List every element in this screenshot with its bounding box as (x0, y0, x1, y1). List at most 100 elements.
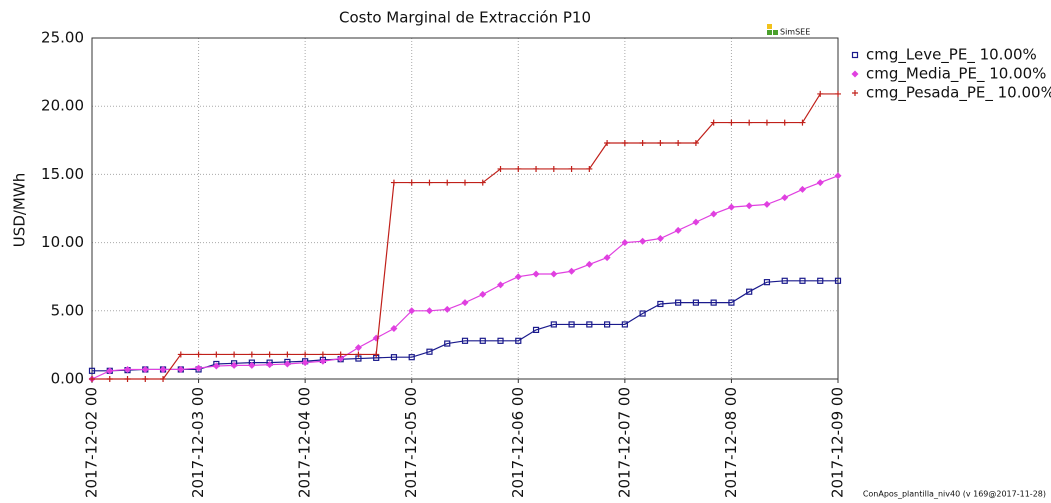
logo-icon (767, 24, 772, 29)
point (106, 376, 113, 382)
point (212, 362, 220, 370)
point (497, 337, 504, 344)
point (479, 290, 487, 298)
point (621, 239, 629, 247)
point (302, 351, 309, 358)
point (745, 202, 753, 210)
legend-swatch (852, 90, 858, 96)
point (816, 179, 824, 187)
legend-label: cmg_Media_PE_ 10.00% (866, 65, 1046, 84)
y-tick-label: 0.00 (51, 370, 84, 388)
point (461, 337, 469, 344)
x-tick-label: 2017-12-04 00 (296, 387, 314, 498)
point (266, 351, 273, 358)
point (124, 376, 131, 382)
point (497, 281, 505, 289)
point (817, 277, 824, 284)
point (675, 140, 682, 147)
point (532, 270, 540, 278)
y-tick-label: 25.00 (41, 29, 84, 47)
point (692, 299, 700, 306)
series (89, 90, 841, 382)
point (710, 299, 717, 306)
point (692, 140, 699, 147)
point (532, 326, 540, 333)
point (710, 210, 718, 218)
point (515, 165, 522, 172)
point (319, 357, 327, 365)
point (603, 254, 611, 262)
point (159, 365, 167, 373)
point (177, 351, 184, 358)
point (124, 365, 132, 373)
point (763, 200, 771, 208)
logo: SimSEE (780, 28, 810, 37)
y-tick-label: 15.00 (41, 165, 84, 183)
point (568, 321, 575, 328)
point (710, 119, 717, 126)
point (266, 361, 274, 369)
point (834, 172, 842, 180)
point (781, 194, 789, 202)
point (88, 367, 96, 374)
x-tick-label: 2017-12-05 00 (402, 387, 420, 498)
x-tick-label: 2017-12-09 00 (829, 387, 847, 498)
point (426, 179, 433, 186)
logo-icon (767, 30, 772, 35)
point (354, 344, 362, 352)
y-tick-label: 5.00 (51, 301, 84, 319)
point (515, 337, 522, 344)
point (443, 305, 451, 313)
y-axis-label: USD/MWh (11, 173, 29, 247)
y-tick-label: 20.00 (41, 97, 84, 115)
point (639, 140, 646, 147)
logo-icon (773, 30, 778, 35)
point (763, 119, 770, 126)
point (195, 351, 202, 358)
point (142, 376, 149, 382)
point (248, 351, 255, 358)
point (248, 361, 256, 369)
point (817, 90, 824, 97)
point (425, 307, 433, 315)
point (674, 226, 682, 234)
point (337, 351, 344, 358)
point (675, 299, 682, 306)
point (835, 90, 841, 97)
x-tick-label: 2017-12-06 00 (509, 387, 527, 498)
point (799, 119, 806, 126)
point (89, 376, 95, 382)
point (284, 351, 291, 358)
point (408, 307, 416, 315)
point (283, 360, 291, 368)
point (514, 273, 522, 281)
chart-title: Costo Marginal de Extracción P10 (339, 9, 591, 27)
point (728, 119, 735, 126)
x-tick-label: 2017-12-02 00 (83, 387, 101, 498)
legend-swatch (851, 70, 859, 78)
point (230, 361, 238, 369)
point (444, 340, 451, 347)
point (834, 277, 842, 284)
point (585, 260, 593, 268)
point (604, 140, 611, 147)
y-tick-label: 10.00 (41, 233, 84, 251)
point (781, 119, 788, 126)
point (603, 321, 611, 328)
point (497, 165, 504, 172)
point (550, 165, 557, 172)
point (639, 310, 646, 317)
x-tick-label: 2017-12-03 00 (189, 387, 207, 498)
point (621, 321, 628, 328)
point (177, 365, 185, 373)
x-tick-label: 2017-12-08 00 (722, 387, 740, 498)
point (799, 277, 806, 284)
point (231, 351, 238, 358)
point (479, 179, 486, 186)
point (461, 299, 469, 307)
point (195, 364, 203, 372)
point (746, 288, 753, 295)
point (390, 325, 398, 333)
point (426, 348, 433, 355)
